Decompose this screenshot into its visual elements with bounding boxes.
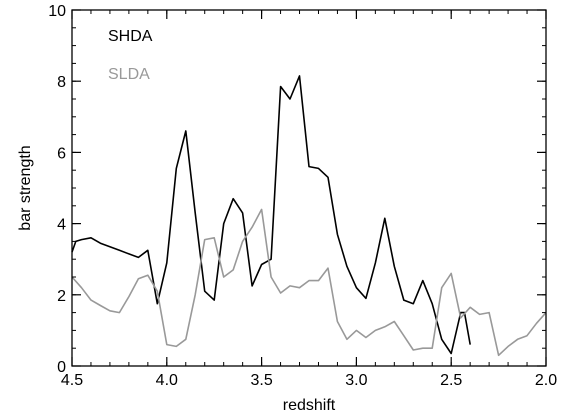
axes-layer: 4.5 4.0 3.5 3.0 2.5 2.0 0 2 4 6 8 10 <box>48 3 557 389</box>
plot-layer <box>71 75 547 357</box>
x-tick-label: 2.0 <box>535 372 557 389</box>
y-tick-label: 4 <box>57 217 66 234</box>
legend-label-shda: SHDA <box>108 28 153 45</box>
x-tick-label: 4.5 <box>61 372 83 389</box>
y-tick-label: 2 <box>57 288 66 305</box>
y-axis-title: bar strength <box>17 145 34 230</box>
y-tick-label: 0 <box>57 359 66 376</box>
y-tick-label: 6 <box>57 145 66 162</box>
legend: SHDA SLDA <box>108 28 153 83</box>
x-tick-label: 2.5 <box>440 372 462 389</box>
y-tick-label: 8 <box>57 74 66 91</box>
plot-frame <box>71 9 547 367</box>
x-axis-title: redshift <box>283 397 336 414</box>
y-tick-label: 10 <box>48 3 66 20</box>
x-tick-label: 4.0 <box>156 372 178 389</box>
series-line-shda <box>71 75 471 355</box>
x-tick-label: 3.5 <box>250 372 272 389</box>
x-tick-label: 3.0 <box>345 372 367 389</box>
legend-label-slda: SLDA <box>108 66 150 83</box>
series-line-slda <box>71 208 547 357</box>
